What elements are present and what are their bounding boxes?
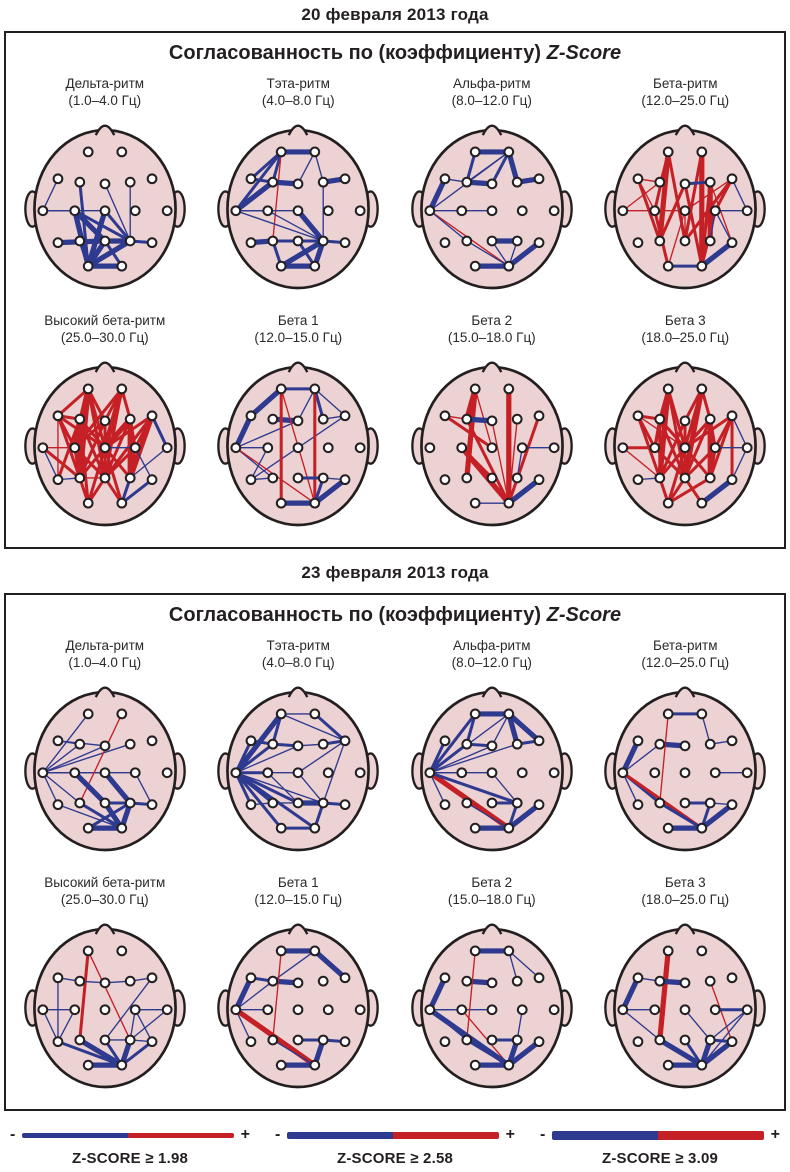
- minus-sign: -: [540, 1126, 546, 1143]
- head-connectivity-diagram: [408, 349, 576, 533]
- head-cell: Бета 2 (15.0–18.0 Гц): [395, 304, 589, 541]
- rhythm-frequency: (12.0–15.0 Гц): [254, 891, 343, 907]
- head-cell: Дельта-ритм (1.0–4.0 Гц): [8, 629, 202, 866]
- head-cell: Альфа-ритм (8.0–12.0 Гц): [395, 67, 589, 304]
- head-cell: Бета 2 (15.0–18.0 Гц): [395, 866, 589, 1103]
- legend-item-3: - + Z-SCORE ≥ 3.09: [540, 1126, 780, 1168]
- rhythm-name: Бета 2: [471, 875, 513, 890]
- rhythm-name: Бета 3: [664, 875, 706, 890]
- head-connectivity-diagram: [214, 674, 382, 858]
- rhythm-frequency: (12.0–25.0 Гц): [641, 654, 730, 670]
- head-cell: Бета 3 (18.0–25.0 Гц): [589, 866, 783, 1103]
- head-connectivity-diagram: [601, 911, 769, 1095]
- head-cell: Бета-ритм (12.0–25.0 Гц): [589, 67, 783, 304]
- rhythm-frequency: (15.0–18.0 Гц): [447, 891, 536, 907]
- rhythm-name: Бета-ритм: [653, 76, 718, 91]
- minus-sign: -: [275, 1126, 281, 1143]
- rhythm-name: Бета 3: [664, 313, 706, 328]
- rhythm-name: Тэта-ритм: [266, 76, 330, 91]
- plus-sign: +: [505, 1126, 515, 1143]
- rhythm-frequency: (4.0–8.0 Гц): [261, 654, 335, 670]
- head-cell: Бета 1 (12.0–15.0 Гц): [202, 866, 396, 1103]
- rhythm-name: Альфа-ритм: [452, 638, 531, 653]
- head-connectivity-diagram: [408, 112, 576, 296]
- rhythm-frequency: (8.0–12.0 Гц): [451, 654, 532, 670]
- panel2-title-zscore: Z-Score: [546, 604, 622, 626]
- head-cell: Дельта-ритм (1.0–4.0 Гц): [8, 67, 202, 304]
- head-connectivity-diagram: [21, 112, 189, 296]
- coherence-panel-feb23: Согласованность по (коэффициенту) Z-Scor…: [4, 593, 786, 1111]
- rhythm-frequency: (1.0–4.0 Гц): [68, 92, 142, 108]
- legend-item-1: - + Z-SCORE ≥ 1.98: [10, 1126, 250, 1168]
- head-cell: Альфа-ритм (8.0–12.0 Гц): [395, 629, 589, 866]
- head-connectivity-diagram: [214, 911, 382, 1095]
- head-connectivity-diagram: [214, 112, 382, 296]
- rhythm-name: Бета 2: [471, 313, 513, 328]
- rhythm-name: Тэта-ритм: [266, 638, 330, 653]
- head-cell: Высокий бета-ритм (25.0–30.0 Гц): [8, 304, 202, 541]
- head-connectivity-diagram: [601, 674, 769, 858]
- rhythm-frequency: (12.0–25.0 Гц): [641, 92, 730, 108]
- panel1-title-text: Согласованность по (коэффициенту): [168, 42, 547, 64]
- head-connectivity-diagram: [21, 911, 189, 1095]
- rhythm-frequency: (25.0–30.0 Гц): [60, 891, 149, 907]
- zscore-colorbar-icon: [22, 1132, 234, 1138]
- panel1-title-zscore: Z-Score: [546, 42, 622, 64]
- rhythm-frequency: (12.0–15.0 Гц): [254, 329, 343, 345]
- minus-sign: -: [10, 1126, 16, 1143]
- head-cell: Тэта-ритм (4.0–8.0 Гц): [202, 67, 396, 304]
- rhythm-name: Высокий бета-ритм: [44, 313, 166, 328]
- head-connectivity-diagram: [408, 674, 576, 858]
- head-connectivity-diagram: [408, 911, 576, 1095]
- head-cell: Высокий бета-ритм (25.0–30.0 Гц): [8, 866, 202, 1103]
- rhythm-name: Бета 1: [277, 313, 319, 328]
- legend-item-2: - + Z-SCORE ≥ 2.58: [275, 1126, 515, 1168]
- rhythm-name: Бета 1: [277, 875, 319, 890]
- rhythm-frequency: (18.0–25.0 Гц): [641, 329, 730, 345]
- head-connectivity-diagram: [214, 349, 382, 533]
- rhythm-name: Альфа-ритм: [452, 76, 531, 91]
- head-cell: Бета 3 (18.0–25.0 Гц): [589, 304, 783, 541]
- coherence-panel-feb20: Согласованность по (коэффициенту) Z-Scor…: [4, 31, 786, 549]
- rhythm-frequency: (25.0–30.0 Гц): [60, 329, 149, 345]
- rhythm-frequency: (8.0–12.0 Гц): [451, 92, 532, 108]
- zscore-colorbar-icon: [552, 1130, 764, 1140]
- legend-label-2: Z-SCORE ≥ 2.58: [336, 1150, 454, 1167]
- z-score-legend: - + Z-SCORE ≥ 1.98 - + Z-SCORE ≥ 2.58 - …: [0, 1111, 790, 1168]
- panel1-title: Согласованность по (коэффициенту) Z-Scor…: [6, 42, 784, 65]
- rhythm-name: Бета-ритм: [653, 638, 718, 653]
- head-cell: Бета-ритм (12.0–25.0 Гц): [589, 629, 783, 866]
- rhythm-frequency: (1.0–4.0 Гц): [68, 654, 142, 670]
- plus-sign: +: [770, 1126, 780, 1143]
- head-connectivity-diagram: [21, 674, 189, 858]
- head-cell: Бета 1 (12.0–15.0 Гц): [202, 304, 396, 541]
- plus-sign: +: [240, 1126, 250, 1143]
- rhythm-frequency: (18.0–25.0 Гц): [641, 891, 730, 907]
- panel2-title-text: Согласованность по (коэффициенту): [168, 604, 547, 626]
- rhythm-name: Высокий бета-ритм: [44, 875, 166, 890]
- zscore-colorbar-icon: [287, 1131, 499, 1139]
- rhythm-name: Дельта-ритм: [65, 76, 145, 91]
- legend-label-3: Z-SCORE ≥ 3.09: [601, 1150, 719, 1167]
- head-connectivity-diagram: [601, 112, 769, 296]
- panel2-date-title: 23 февраля 2013 года: [301, 563, 489, 582]
- head-cell: Тэта-ритм (4.0–8.0 Гц): [202, 629, 396, 866]
- head-connectivity-diagram: [21, 349, 189, 533]
- legend-label-1: Z-SCORE ≥ 1.98: [71, 1150, 189, 1167]
- panel2-title: Согласованность по (коэффициенту) Z-Scor…: [6, 604, 784, 627]
- head-grid: Дельта-ритм (1.0–4.0 Гц) Тэта-ритм (4.0–8.0…: [6, 627, 784, 1109]
- rhythm-name: Дельта-ритм: [65, 638, 145, 653]
- head-connectivity-diagram: [601, 349, 769, 533]
- panel1-date-title: 20 февраля 2013 года: [301, 5, 489, 24]
- rhythm-frequency: (4.0–8.0 Гц): [261, 92, 335, 108]
- rhythm-frequency: (15.0–18.0 Гц): [447, 329, 536, 345]
- head-grid: Дельта-ритм (1.0–4.0 Гц) Тэта-ритм (4.0–8.0…: [6, 65, 784, 547]
